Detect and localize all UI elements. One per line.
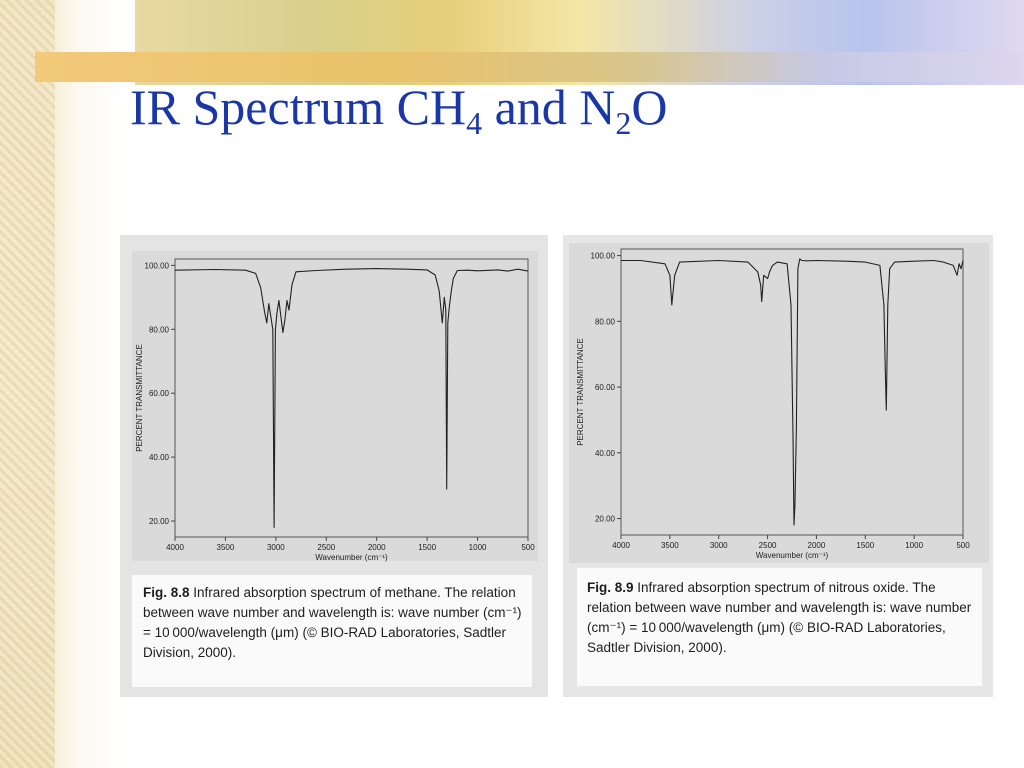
- figure-caption: Fig. 8.8 Infrared absorption spectrum of…: [132, 575, 532, 663]
- x-tick-label: 4000: [166, 543, 184, 552]
- y-tick-label: 80.00: [149, 325, 170, 334]
- spectrum-line: [621, 258, 964, 526]
- x-tick-label: 2000: [808, 541, 826, 550]
- title-subscript-4: 4: [466, 105, 483, 141]
- y-tick-label: 40.00: [149, 453, 170, 462]
- caption-label: Fig. 8.9: [587, 580, 634, 595]
- y-tick-label: 100.00: [145, 261, 170, 270]
- x-tick-label: 500: [956, 541, 970, 550]
- plot-background: [132, 251, 538, 561]
- y-axis-label: PERCENT TRANSMITTANCE: [576, 338, 585, 446]
- x-tick-label: 1000: [469, 543, 487, 552]
- x-axis-label: Wavenumber (cm⁻¹): [315, 553, 388, 562]
- y-tick-label: 80.00: [595, 317, 616, 326]
- x-tick-label: 1000: [905, 541, 923, 550]
- figure-caption: Fig. 8.9 Infrared absorption spectrum of…: [577, 568, 982, 658]
- x-tick-label: 1500: [418, 543, 436, 552]
- x-axis-label: Wavenumber (cm⁻¹): [756, 551, 829, 560]
- x-tick-label: 1500: [856, 541, 874, 550]
- y-axis-label: PERCENT TRANSMITTANCE: [135, 344, 144, 452]
- x-tick-label: 2500: [317, 543, 335, 552]
- x-tick-label: 3500: [217, 543, 235, 552]
- title-text-1: IR Spectrum CH: [130, 79, 467, 135]
- caption-text: Infrared absorption spectrum of methane.…: [143, 585, 522, 660]
- y-tick-label: 20.00: [595, 515, 616, 524]
- nitrous-oxide-ir-chart: 20.00 40.00 60.00 80.00 100.00 4000 3500 3000 25…: [576, 248, 970, 560]
- x-tick-label: 3000: [710, 541, 728, 550]
- x-tick-label: 500: [521, 543, 535, 552]
- x-tick-label: 2000: [368, 543, 386, 552]
- y-tick-label: 60.00: [149, 389, 170, 398]
- y-tick-label: 60.00: [595, 383, 616, 392]
- caption-label: Fig. 8.8: [143, 585, 190, 600]
- title-text-2: and N: [482, 79, 616, 135]
- y-tick-label: 100.00: [591, 252, 616, 261]
- title-text-3: O: [631, 79, 668, 135]
- x-tick-label: 4000: [612, 541, 630, 550]
- caption-box: Fig. 8.9 Infrared absorption spectrum of…: [577, 568, 982, 686]
- title-subscript-2: 2: [615, 105, 632, 141]
- spectrum-line: [174, 268, 529, 528]
- plot-frame: [620, 248, 964, 536]
- plot-background: [569, 243, 989, 563]
- x-tick-label: 3500: [661, 541, 679, 550]
- y-tick-label: 40.00: [595, 449, 616, 458]
- figure-nitrous-oxide-spectrum: 20.00 40.00 60.00 80.00 100.00 4000 3500 3000 25…: [563, 235, 993, 697]
- x-tick-label: 2500: [759, 541, 777, 550]
- caption-box: Fig. 8.8 Infrared absorption spectrum of…: [132, 575, 532, 687]
- left-decorative-strip: [0, 0, 55, 768]
- figure-methane-spectrum: 20.00 40.00 60.00 80.00 100.00 4000 3500 3000 25…: [120, 235, 548, 697]
- caption-text: Infrared absorption spectrum of nitrous …: [587, 580, 972, 655]
- x-tick-label: 3000: [267, 543, 285, 552]
- y-tick-label: 20.00: [149, 517, 170, 526]
- methane-ir-chart: 20.00 40.00 60.00 80.00 100.00 4000 3500 3000 25…: [135, 258, 535, 562]
- header-banner-strip: [35, 52, 1024, 82]
- plot-frame: [174, 258, 529, 538]
- slide-title: IR Spectrum CH4 and N2O: [130, 78, 668, 142]
